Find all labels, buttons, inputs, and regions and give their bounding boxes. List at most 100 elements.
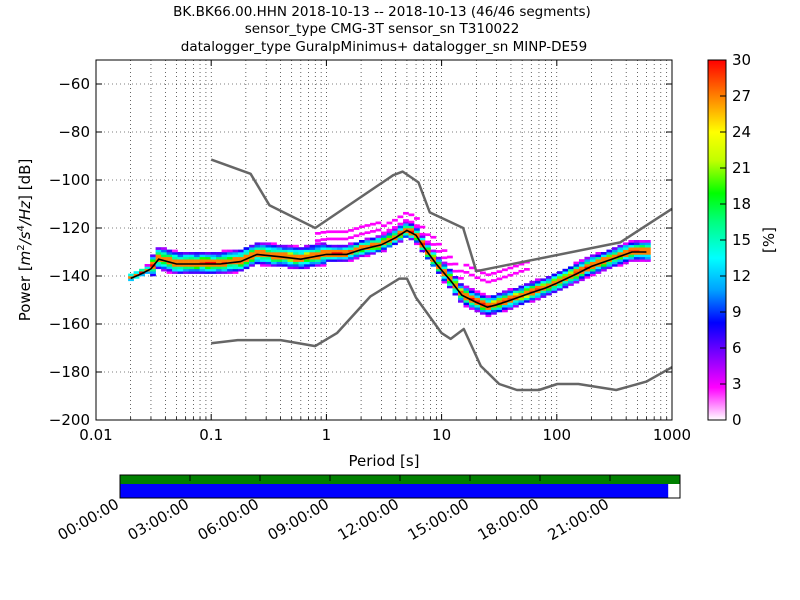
heatmap-cell	[227, 271, 233, 274]
heatmap-cell	[326, 259, 332, 262]
heatmap-cell	[397, 237, 404, 241]
heatmap-cell	[490, 309, 497, 313]
heatmap-cell	[276, 252, 283, 255]
y-tick-label: −180	[49, 363, 90, 381]
heatmap-cell	[501, 309, 508, 313]
heatmap-cell	[529, 285, 536, 289]
heatmap-cell	[551, 278, 558, 282]
heatmap-cell	[293, 249, 299, 253]
heatmap-cell	[403, 225, 409, 229]
heatmap-cell	[595, 259, 602, 262]
heatmap-cell	[194, 271, 200, 274]
heatmap-cell	[166, 252, 173, 255]
heatmap-outlier-cell	[381, 231, 387, 235]
heatmap-outlier-cell	[331, 230, 338, 234]
heatmap-cell	[633, 259, 640, 262]
colorbar-label: [%]	[760, 227, 778, 253]
y-tick-label: −200	[49, 411, 90, 429]
heatmap-cell	[622, 254, 629, 258]
heatmap-cell	[155, 266, 162, 270]
heatmap-cell	[414, 240, 420, 243]
heatmap-cell	[611, 252, 618, 255]
timeline-tick-label: 15:00:00	[405, 495, 472, 544]
heatmap-cell	[507, 297, 514, 301]
heatmap-cell	[639, 254, 646, 258]
heatmap-cell	[578, 271, 585, 274]
heatmap-cell	[589, 259, 596, 262]
heatmap-cell	[287, 261, 294, 265]
heatmap-cell	[452, 278, 459, 282]
heatmap-cell	[243, 247, 250, 250]
heatmap-cell	[177, 259, 184, 262]
heatmap-cell	[364, 254, 371, 258]
heatmap-cell	[309, 252, 316, 255]
heatmap-cell	[480, 312, 486, 315]
heatmap-cell	[419, 249, 426, 253]
heatmap-cell	[589, 254, 596, 258]
heatmap-cell	[567, 283, 574, 286]
heatmap-cell	[232, 256, 239, 260]
heatmap-cell	[644, 252, 651, 255]
heatmap-cell	[271, 252, 277, 255]
heatmap-cell	[271, 244, 277, 248]
heatmap-cell	[622, 242, 629, 246]
heatmap-cell	[490, 295, 497, 298]
heatmap-outlier-cell	[458, 276, 464, 280]
heatmap-cell	[359, 247, 365, 250]
heatmap-outlier-cell	[414, 217, 420, 220]
heatmap-cell	[606, 254, 613, 258]
heatmap-cell	[298, 259, 305, 262]
heatmap-cell	[370, 252, 376, 255]
heatmap-cell	[216, 264, 222, 267]
heatmap-cell	[353, 254, 360, 258]
heatmap-cell	[271, 249, 277, 253]
heatmap-cell	[578, 268, 585, 272]
heatmap-cell	[144, 264, 151, 267]
colorbar-tick-label: 15	[732, 231, 751, 249]
y-axis-ticks: −200 −180 −160 −140 −120 −100 −80 −60	[49, 75, 672, 429]
heatmap-cell	[359, 252, 365, 255]
heatmap-cell	[227, 266, 233, 270]
heatmap-cell	[221, 254, 228, 258]
heatmap-cell	[304, 249, 310, 253]
heatmap-cell	[353, 252, 360, 255]
heatmap-cell	[441, 276, 448, 279]
heatmap-outlier-cell	[337, 237, 343, 241]
heatmap-cell	[480, 307, 486, 310]
heatmap-cell	[249, 249, 255, 253]
noise-models	[210, 158, 673, 392]
heatmap-cell	[501, 302, 508, 306]
heatmap-cell	[260, 249, 266, 253]
heatmap-cell	[408, 235, 415, 238]
heatmap-cell	[381, 240, 387, 243]
heatmap-cell	[260, 252, 266, 255]
heatmap-cell	[622, 244, 629, 248]
heatmap-cell	[408, 223, 415, 226]
heatmap-cell	[232, 271, 239, 274]
heatmap-cell	[458, 288, 464, 291]
heatmap-cell	[309, 254, 316, 258]
heatmap-cell	[474, 309, 481, 313]
heatmap-cell	[276, 249, 283, 253]
heatmap-cell	[265, 247, 272, 250]
heatmap-cell	[210, 266, 217, 270]
heatmap-cell	[309, 264, 316, 267]
heatmap-cell	[425, 244, 431, 248]
heatmap-cell	[375, 242, 382, 246]
heatmap-cell	[161, 266, 167, 270]
heatmap-cell	[243, 254, 250, 258]
heatmap-cell	[166, 249, 173, 253]
heatmap-cell	[644, 244, 651, 248]
heatmap-cell	[166, 266, 173, 270]
heatmap-cell	[128, 278, 134, 282]
heatmap-cell	[293, 247, 299, 250]
colorbar-tick-label: 0	[732, 411, 742, 429]
heatmap-cell	[639, 259, 646, 262]
heatmap-cell	[397, 235, 404, 238]
heatmap-cell	[419, 240, 426, 243]
heatmap-cell	[348, 247, 354, 250]
heatmap-cell	[254, 247, 261, 250]
heatmap-cell	[282, 259, 288, 262]
heatmap-cell	[584, 268, 591, 272]
